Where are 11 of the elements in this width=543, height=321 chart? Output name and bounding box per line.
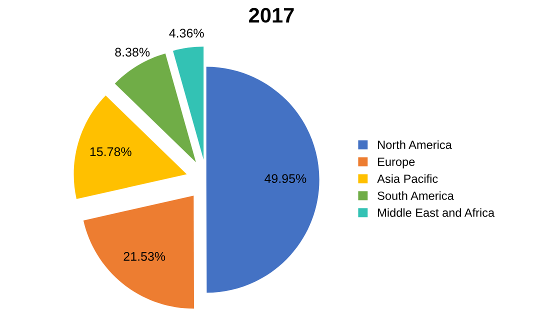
- chart-title: 2017: [249, 8, 294, 23]
- legend-label: South America: [378, 191, 454, 200]
- data-label: 4.36%: [169, 28, 204, 38]
- legend-label: Middle East and Africa: [378, 208, 495, 217]
- data-label: 15.78%: [90, 147, 132, 156]
- legend-label: North America: [378, 140, 452, 150]
- data-label: 49.95%: [264, 174, 306, 183]
- legend-label: Europe: [378, 158, 415, 168]
- data-label: 21.53%: [124, 252, 166, 261]
- data-label: 8.38%: [115, 48, 150, 57]
- legend-label: Asia Pacific: [377, 174, 438, 183]
